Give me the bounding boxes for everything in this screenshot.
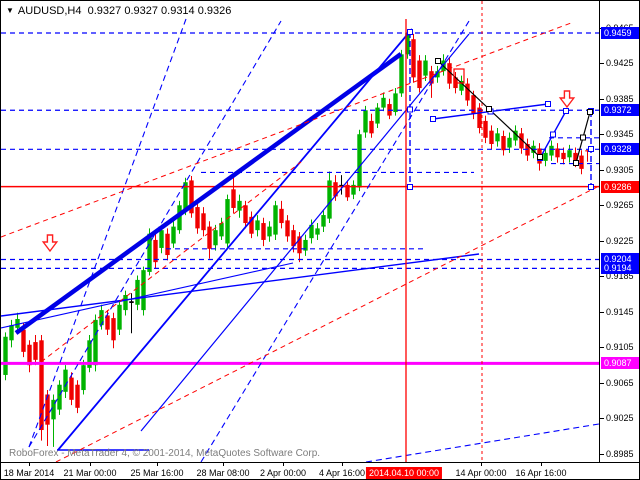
candlesticks bbox=[3, 31, 590, 447]
trendline-shallow-2[interactable] bbox=[1, 262, 294, 329]
object-handle[interactable] bbox=[545, 101, 551, 107]
trend-objects[interactable] bbox=[1, 1, 599, 462]
object-handle[interactable] bbox=[435, 58, 441, 64]
x-tick-label: 14 Apr 00:00 bbox=[455, 468, 507, 478]
object-handle[interactable] bbox=[407, 184, 413, 190]
x-tick-mark bbox=[90, 463, 91, 466]
ohlc-values: 0.9327 0.9327 0.9314 0.9326 bbox=[87, 5, 232, 17]
copyright-note: RoboForex - MetaTrader 4, © 2001-2014, M… bbox=[9, 448, 321, 459]
trendline-thick-up[interactable] bbox=[14, 52, 403, 335]
price-level-badge: 0.9328 bbox=[601, 143, 639, 156]
trendline-steep-up[interactable] bbox=[57, 28, 413, 451]
channel-dash-steep-2[interactable] bbox=[28, 20, 282, 448]
object-handle[interactable] bbox=[537, 154, 543, 160]
annotation-rect[interactable] bbox=[453, 68, 465, 84]
x-tick-label: 21 Mar 00:00 bbox=[63, 468, 117, 478]
price-levels[interactable] bbox=[1, 32, 599, 365]
y-tick-mark bbox=[600, 240, 604, 242]
y-tick-mark bbox=[600, 347, 604, 349]
chart-title: ▼ AUDUSD,H4 0.9327 0.9327 0.9314 0.9326 bbox=[6, 5, 231, 17]
y-tick-label: 0.9105 bbox=[606, 342, 634, 353]
x-tick-label: 2 Apr 00:00 bbox=[259, 468, 307, 478]
x-tick-mark bbox=[541, 463, 542, 466]
x-tick-label: 25 Mar 16:00 bbox=[130, 468, 184, 478]
object-handle[interactable] bbox=[563, 108, 569, 114]
object-handle[interactable] bbox=[587, 109, 593, 115]
y-tick-mark bbox=[600, 276, 604, 278]
price-level-badge: 0.9087 bbox=[601, 357, 639, 370]
y-tick-label: 0.9025 bbox=[606, 413, 634, 424]
symbol-period-label: AUDUSD,H4 bbox=[17, 5, 82, 17]
price-level-badge: 0.9286 bbox=[601, 180, 639, 193]
x-tick-mark bbox=[481, 463, 482, 466]
x-tick-label: 16 Apr 16:00 bbox=[515, 468, 567, 478]
x-tick-mark bbox=[283, 463, 284, 466]
red-dash-mid[interactable] bbox=[40, 161, 302, 363]
object-handle[interactable] bbox=[430, 116, 436, 122]
price-level-badge: 0.9372 bbox=[601, 104, 639, 117]
red-dash-lower[interactable] bbox=[55, 185, 599, 462]
x-tick-mark bbox=[223, 463, 224, 466]
y-tick-label: 0.9425 bbox=[606, 58, 634, 69]
trendline-channel-right[interactable] bbox=[140, 33, 470, 432]
price-level-badge: 0.9459 bbox=[601, 26, 639, 39]
y-tick-label: 0.9185 bbox=[606, 271, 634, 282]
y-tick-label: 0.9265 bbox=[606, 200, 634, 211]
x-tick-mark bbox=[157, 463, 158, 466]
y-tick-mark bbox=[600, 98, 604, 100]
y-tick-mark bbox=[600, 382, 604, 384]
down-arrow-icon[interactable] bbox=[41, 234, 59, 253]
object-handle[interactable] bbox=[407, 29, 413, 35]
y-tick-mark bbox=[600, 418, 604, 420]
price-level-badge: 0.9194 bbox=[601, 262, 639, 275]
y-tick-label: 0.9385 bbox=[606, 93, 634, 104]
x-tick-label: 4 Apr 16:00 bbox=[318, 468, 366, 478]
y-tick-mark bbox=[600, 311, 604, 313]
object-handle[interactable] bbox=[550, 131, 556, 138]
collapse-icon[interactable]: ▼ bbox=[6, 6, 14, 15]
x-tick-mark bbox=[29, 463, 30, 466]
object-handle[interactable] bbox=[407, 106, 413, 113]
chart-canvas[interactable]: ▼ AUDUSD,H4 0.9327 0.9327 0.9314 0.9326 R… bbox=[1, 1, 599, 462]
y-tick-mark bbox=[600, 169, 604, 171]
trendline-shallow-1[interactable] bbox=[1, 253, 480, 317]
object-handle[interactable] bbox=[486, 106, 492, 112]
y-tick-label: 0.9225 bbox=[606, 235, 634, 246]
price-scale[interactable]: 0.94650.94250.93850.93450.93050.92650.92… bbox=[599, 1, 639, 462]
y-tick-mark bbox=[600, 205, 604, 207]
y-tick-mark bbox=[600, 63, 604, 65]
x-tick-mark bbox=[342, 463, 343, 466]
object-handle[interactable] bbox=[580, 134, 586, 141]
y-tick-label: 0.9345 bbox=[606, 129, 634, 140]
y-tick-label: 0.8985 bbox=[606, 449, 634, 459]
y-tick-label: 0.9305 bbox=[606, 164, 634, 175]
object-handle[interactable] bbox=[588, 146, 594, 152]
y-tick-label: 0.9065 bbox=[606, 377, 634, 388]
x-tick-label: 28 Mar 08:00 bbox=[196, 468, 250, 478]
x-tick-label: 18 Mar 2014 bbox=[3, 468, 55, 478]
down-arrow-icon[interactable] bbox=[558, 90, 576, 109]
y-tick-label: 0.9145 bbox=[606, 306, 634, 317]
red-dash-upper[interactable] bbox=[1, 22, 572, 238]
channel-dash-steep-1[interactable] bbox=[28, 18, 187, 448]
object-handle[interactable] bbox=[588, 184, 594, 190]
x-date-badge: 2014.04.10 00:00 bbox=[365, 467, 443, 479]
object-handle[interactable] bbox=[573, 160, 579, 166]
channel-dash-mid[interactable] bbox=[200, 20, 470, 462]
chart-svg bbox=[1, 1, 599, 462]
time-scale[interactable]: 18 Mar 2014 21 Mar 00:00 25 Mar 16:00 28 Ma… bbox=[1, 462, 639, 479]
y-tick-mark bbox=[600, 454, 604, 455]
y-tick-mark bbox=[600, 134, 604, 136]
